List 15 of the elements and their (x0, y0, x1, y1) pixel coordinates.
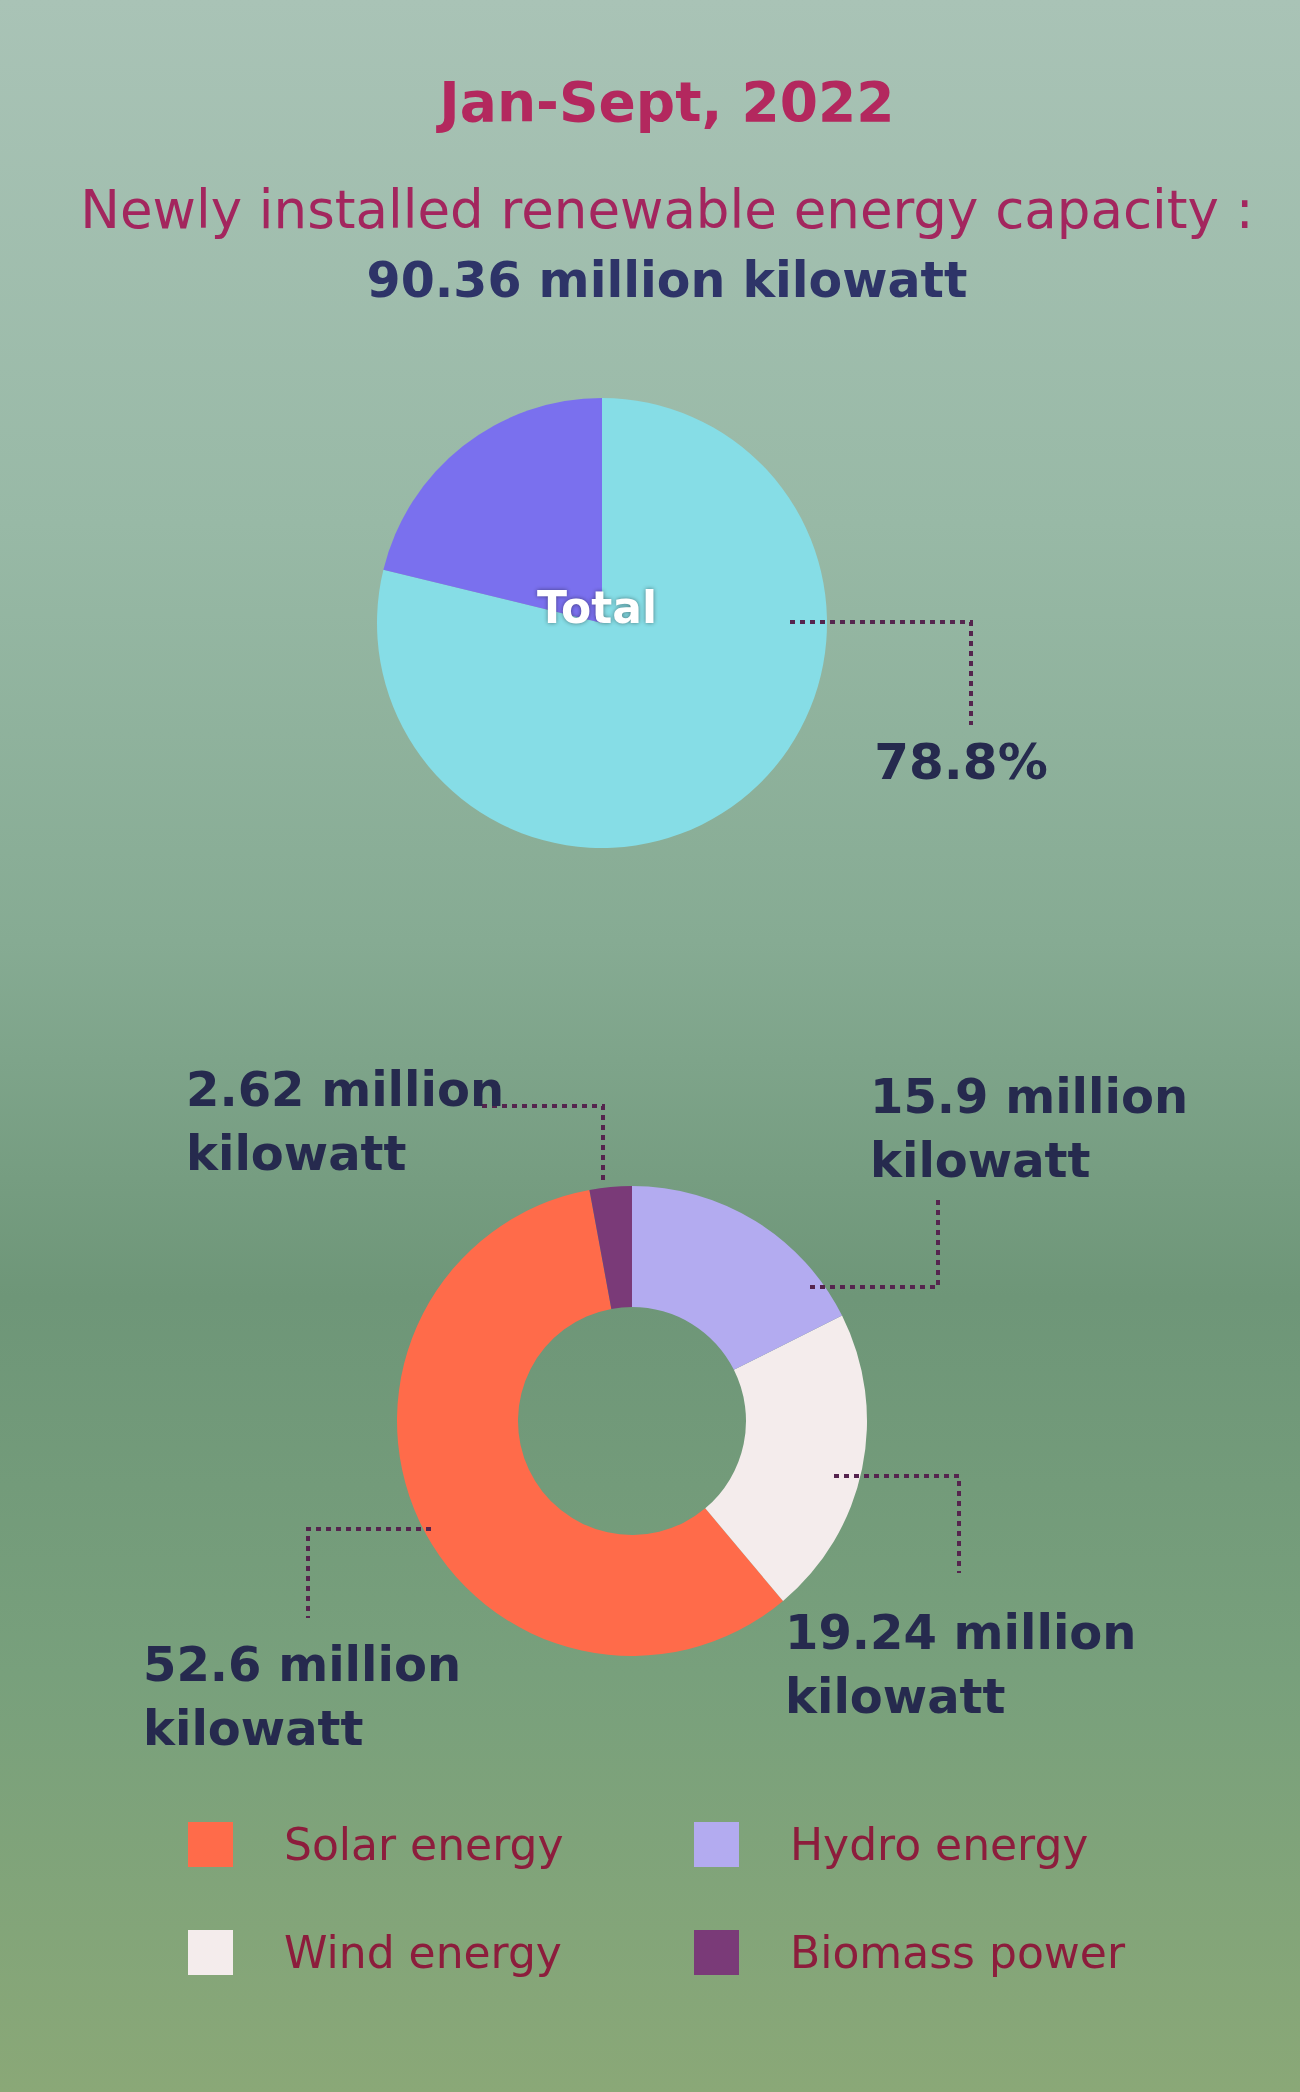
data-label: 19.24 million kilowatt (785, 1604, 1154, 1725)
data-label: 52.6 million kilowatt (143, 1636, 478, 1757)
legend-label: Hydro energy (790, 1818, 1089, 1870)
chart-subtitle: Newly installed renewable energy capacity : (80, 179, 1254, 240)
data-label: 15.9 million kilowatt (870, 1068, 1205, 1189)
text: 90.36 million kilowatt (366, 251, 968, 309)
pie-slice (377, 398, 827, 848)
donut-slice (589, 1186, 632, 1309)
legend-label: Wind energy (284, 1926, 562, 1978)
legend-label: Solar energy (284, 1818, 564, 1870)
data-label: 78.8% (874, 733, 1048, 791)
donut-slice (632, 1186, 843, 1370)
legend-label: Biomass power (790, 1926, 1125, 1978)
data-label: 2.62 million kilowatt (186, 1061, 521, 1182)
donut-slice (705, 1315, 867, 1602)
